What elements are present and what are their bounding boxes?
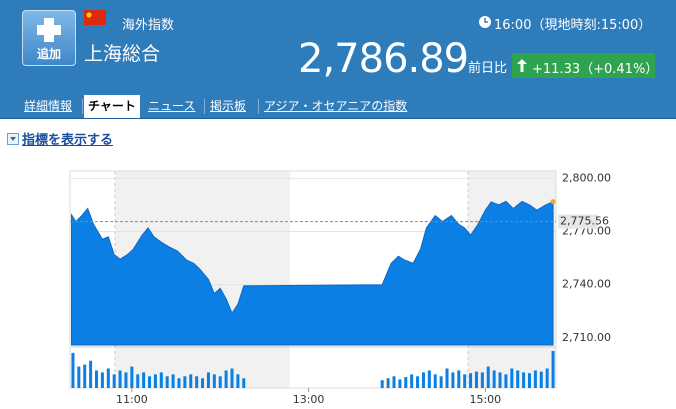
volume-bar <box>516 370 520 388</box>
volume-bar <box>492 370 496 388</box>
volume-bar <box>218 376 222 388</box>
volume-bar <box>474 371 478 388</box>
time: 16:00（現地時刻:15:00） <box>494 18 652 33</box>
category: 海外指数 <box>122 18 175 33</box>
volume-bar <box>386 378 390 388</box>
volume-bar <box>142 372 146 388</box>
volume-bar <box>539 371 543 388</box>
tab-separator <box>82 99 83 114</box>
volume-bar <box>77 366 81 388</box>
add-button[interactable]: 追加 <box>22 10 76 66</box>
volume-bar <box>445 368 449 388</box>
volume-bar <box>421 372 425 388</box>
last-point <box>550 199 556 205</box>
volume-bar <box>136 374 140 388</box>
volume-bar <box>171 374 175 388</box>
y-tick-label: 2,800.00 <box>562 171 611 184</box>
tab-separator <box>204 99 205 114</box>
volume-bar <box>124 372 128 388</box>
price: 2,786.89 <box>298 36 469 82</box>
x-tick-label: 11:00 <box>116 393 148 406</box>
plus-icon <box>37 18 61 42</box>
volume-bar <box>165 376 169 388</box>
x-tick-label: 15:00 <box>469 393 501 406</box>
volume-bar <box>95 370 99 388</box>
change-label: 前日比 <box>468 61 508 76</box>
change-box: +11.33（+0.41%） <box>512 53 659 78</box>
volume-bar <box>71 352 75 388</box>
reference-label-bg <box>558 214 598 229</box>
volume-bar <box>212 374 216 388</box>
volume-bar <box>89 360 93 388</box>
volume-bar <box>224 370 228 388</box>
volume-bar <box>206 372 210 388</box>
x-tick-label: 13:00 <box>293 393 325 406</box>
volume-bar <box>504 374 508 388</box>
volume-bar <box>433 374 437 388</box>
volume-bar <box>159 372 163 388</box>
volume-bar <box>469 373 473 388</box>
tab[interactable]: 詳細情報 <box>24 99 73 113</box>
volume-bar <box>130 366 134 388</box>
price-area <box>70 200 554 346</box>
volume-bar <box>100 372 104 388</box>
up-arrow <box>517 59 527 72</box>
volume-bar <box>498 372 502 388</box>
index-name: 上海総合 <box>84 43 161 65</box>
volume-bar <box>106 368 110 388</box>
volume-bar <box>439 376 443 388</box>
volume-bar <box>153 374 157 388</box>
volume-bar <box>457 370 461 388</box>
volume-bar <box>189 374 193 388</box>
volume-bar <box>527 373 531 388</box>
volume-bar <box>392 376 396 388</box>
tab-separator <box>258 99 259 114</box>
plot-frame <box>69 170 557 389</box>
volume-bar <box>510 368 514 388</box>
volume-bar <box>551 350 555 388</box>
add-label: 追加 <box>36 47 61 61</box>
volume-bar <box>427 370 431 388</box>
toggle-icon[interactable] <box>7 133 19 145</box>
volume-bar <box>118 370 122 388</box>
volume-bar <box>380 380 384 388</box>
volume-bar <box>201 378 205 388</box>
volume-bar <box>533 370 537 388</box>
clock-icon <box>479 16 491 28</box>
tab[interactable]: アジア・オセアニアの指数 <box>264 99 408 113</box>
volume-bar <box>416 376 420 388</box>
tab[interactable]: 掲示板 <box>210 99 247 113</box>
tab-active[interactable]: チャート <box>84 95 140 118</box>
volume-bar <box>522 372 526 388</box>
indicator-link[interactable]: 指標を表示する <box>22 133 114 148</box>
volume-bar <box>195 376 199 388</box>
volume-bar <box>404 377 408 388</box>
volume-bar <box>451 372 455 388</box>
volume-bar <box>480 372 484 388</box>
header: 追加 海外指数 上海総合 16:00（現地時刻:15:00） 2,786.89 … <box>0 0 676 119</box>
volume-bar <box>112 374 116 388</box>
y-tick-label: 2,710.00 <box>562 331 611 344</box>
volume-bar <box>463 374 467 388</box>
volume-bar <box>545 368 549 388</box>
y-tick-label: 2,740.00 <box>562 278 611 291</box>
volume-bar <box>183 376 187 388</box>
volume-bar <box>410 374 414 388</box>
tab[interactable]: ニュース <box>148 99 196 113</box>
volume-bar <box>486 366 490 388</box>
change: +11.33（+0.41%） <box>532 62 659 77</box>
volume-bar <box>177 378 181 388</box>
volume-bar <box>230 368 234 388</box>
flag <box>84 10 106 25</box>
volume-bar <box>148 376 152 388</box>
volume-bar <box>83 364 87 388</box>
reference-label: 2,775.56 <box>560 215 609 228</box>
volume-bar <box>242 378 246 388</box>
volume-bar <box>398 379 402 388</box>
volume-bar <box>236 374 240 388</box>
